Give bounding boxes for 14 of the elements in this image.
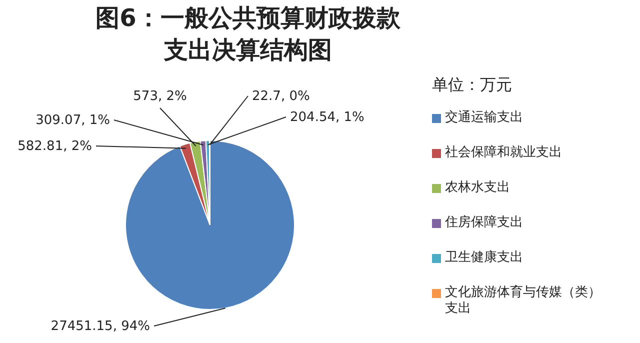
data-label: 204.54, 1% [290,110,364,125]
legend-label: 社会保障和就业支出 [445,145,563,161]
legend-label: 农林水支出 [445,180,511,196]
data-label: 582.81, 2% [18,139,92,154]
legend-title: 单位：万元 [432,75,513,96]
data-label: 573, 2% [133,89,187,104]
data-label: 22.7, 0% [252,89,310,104]
data-label: 309.07, 1% [36,113,110,128]
legend-label: 文化旅游体育与传媒（类）支出 [445,285,602,317]
legend-label: 交通运输支出 [445,110,524,126]
legend-label: 卫生健康支出 [445,250,524,266]
chart-title: 图6：一般公共预算财政拨款支出决算结构图 [94,3,402,66]
legend-label: 住房保障支出 [445,215,524,231]
data-label: 27451.15, 94% [50,319,150,334]
